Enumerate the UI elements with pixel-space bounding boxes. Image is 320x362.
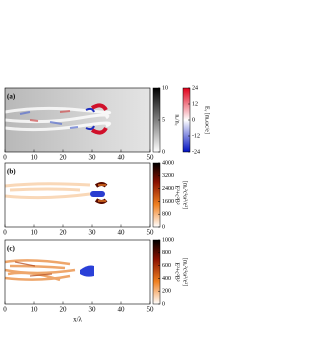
colorbar-label: [mₑ²c²ω²/e²]: [182, 258, 188, 286]
colorbar-label: [mₑ²c²ω²/e²]: [182, 181, 188, 209]
colorbar-tick-label: 10: [162, 85, 168, 91]
colorbar: 10 5 0 nₑ/n꜀: [152, 85, 180, 155]
colorbar-label: E²+c²B²: [174, 262, 180, 281]
colorbar-tick-label: 0: [162, 149, 165, 155]
colorbar-tick-label: 5: [162, 117, 165, 123]
x-tick-label: 50: [147, 306, 155, 314]
colorbar-tick-label: 800: [162, 212, 171, 218]
x-tick-label: 0: [3, 306, 7, 314]
x-tick-label: 50: [147, 229, 155, 237]
x-tick-label: 0: [3, 154, 7, 162]
x-tick-label: 10: [31, 154, 39, 162]
colorbar-tick-label: 1000: [162, 237, 174, 243]
colorbar-tick-label: 0: [192, 117, 195, 123]
colorbar-tick-label: 4000: [162, 160, 174, 166]
x-tick-label: 30: [89, 229, 97, 237]
panel-label: (c): [7, 245, 15, 253]
x-tick-label: 0: [3, 229, 7, 237]
panel-label: (b): [7, 168, 16, 176]
x-tick-label: 40: [118, 229, 126, 237]
x-tick-label: 50: [147, 154, 155, 162]
colorbar-tick-label: 3200: [162, 173, 174, 179]
colorbar-tick-label: -24: [192, 149, 200, 155]
x-tick-label: 20: [60, 154, 68, 162]
colorbar-label: nₑ/n꜀: [174, 114, 180, 125]
colorbar-tick-label: 24: [192, 85, 198, 91]
colorbar-tick-label: 1600: [162, 199, 174, 205]
x-tick-label: 20: [60, 306, 68, 314]
colorbar-tick-label: 0: [162, 224, 165, 230]
colorbar-tick-label: 2400: [162, 186, 174, 192]
field-image: [4, 182, 108, 204]
colorbar: 4000 3200 2400 1600 800 0 E²+c²B² [mₑ²c²ω²/e²]: [152, 160, 188, 230]
colorbar-tick-label: 800: [162, 250, 171, 256]
panel-label: (a): [7, 93, 16, 101]
x-tick-label: 40: [118, 306, 126, 314]
plot-frame: [4, 239, 151, 305]
x-tick-label: 10: [31, 229, 39, 237]
colorbar-scale: [152, 162, 161, 228]
colorbar-label: E²+c²B²: [174, 185, 180, 204]
colorbar-scale: [152, 239, 161, 305]
plot-frame: [4, 87, 151, 153]
x-tick-label: 10: [31, 306, 39, 314]
x-tick-label: 30: [89, 154, 97, 162]
colorbar-tick-label: -12: [192, 133, 200, 139]
colorbar-label: Eᵧ [mₑωc/e]: [204, 106, 210, 134]
plot-frame: [4, 162, 151, 228]
x-tick-label: 20: [60, 229, 68, 237]
field-image: [4, 259, 94, 282]
field-image: [4, 88, 150, 152]
colorbar-tick-label: 400: [162, 276, 171, 282]
colorbar-tick-label: 600: [162, 263, 171, 269]
colorbar-tick-label: 12: [192, 101, 198, 107]
colorbar: 1000 800 600 400 200 0 E²+c²B² [mₑ²c²ω²/e²]: [152, 237, 188, 307]
x-tick-label: 30: [89, 306, 97, 314]
x-tick-label: 40: [118, 154, 126, 162]
x-axis-label: x/λ: [73, 316, 82, 324]
colorbar-tick-label: 0: [162, 301, 165, 307]
colorbar-tick-label: 200: [162, 289, 171, 295]
colorbar: 24 12 0 -12 -24 Eᵧ [mₑωc/e]: [182, 85, 210, 155]
